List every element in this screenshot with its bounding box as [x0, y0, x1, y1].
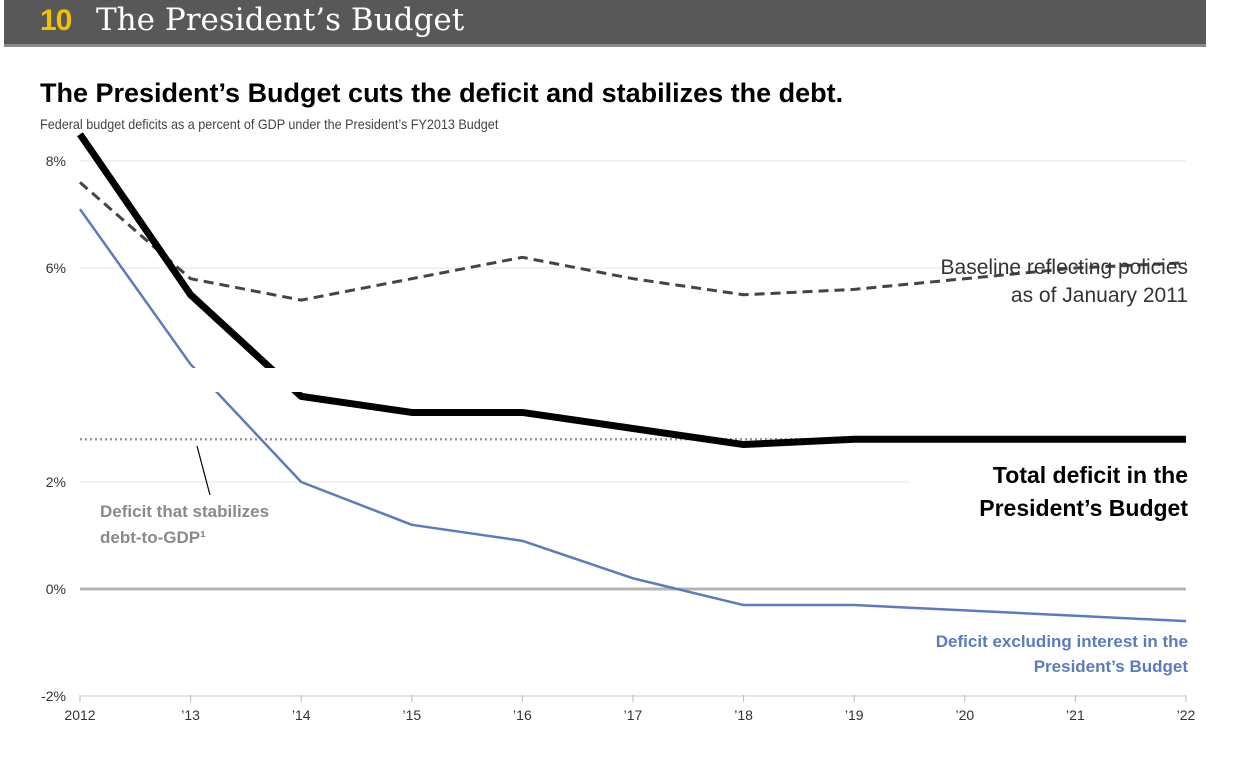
chart-subtitle: Federal budget deficits as a percent of … — [40, 116, 499, 132]
y-tick-label-3: 0% — [46, 581, 66, 597]
section-header-bar — [4, 0, 1206, 44]
section-number: 10 — [40, 4, 72, 37]
stabilize-label-line2: debt-to-GDP¹ — [100, 528, 206, 547]
section-header-rule — [4, 44, 1206, 47]
x-tick-label-0: 2012 — [64, 707, 95, 723]
label-mask — [148, 368, 380, 392]
excl-interest-label-line2: President’s Budget — [1034, 657, 1189, 676]
x-tick-label-3: ’15 — [402, 707, 421, 723]
x-tick-label-2: ’14 — [292, 707, 311, 723]
x-tick-label-4: ’16 — [513, 707, 532, 723]
chart-title: The President’s Budget cuts the deficit … — [40, 78, 844, 108]
total-label-line1: Total deficit in the — [993, 462, 1188, 488]
total-deficit-series-line — [77, 132, 1186, 449]
section-title: The President’s Budget — [96, 2, 465, 38]
y-tick-label-4: -2% — [41, 688, 66, 704]
x-tick-label-5: ’17 — [624, 707, 643, 723]
total-label-mask — [910, 458, 1195, 524]
x-tick-label-7: ’19 — [845, 707, 864, 723]
series-layer — [77, 132, 1187, 623]
x-tick-label-9: ’21 — [1066, 707, 1085, 723]
x-tick-label-1: ’13 — [181, 707, 200, 723]
y-tick-label-0: 8% — [46, 153, 66, 169]
x-tick-label-8: ’20 — [955, 707, 974, 723]
baseline-series-line — [79, 181, 1187, 302]
x-tick-label-6: ’18 — [734, 707, 753, 723]
y-tick-label-1: 6% — [46, 260, 66, 276]
baseline-label-line2: as of January 2011 — [1011, 284, 1188, 307]
baseline-label-line1: Baseline reflecting policies — [941, 256, 1188, 279]
axis-layer: 8% 6% 2% 0% -2% 2012 ’13 ’14 ’15 ’16 ’17 ’18 ’19 ’20 ’… — [41, 153, 1195, 723]
total-label-line2: President’s Budget — [979, 495, 1188, 521]
y-tick-label-2: 2% — [46, 474, 66, 490]
excl-interest-label-line1: Deficit excluding interest in the — [936, 632, 1188, 651]
x-tick-label-10: ’22 — [1177, 707, 1196, 723]
stabilize-label-line1: Deficit that stabilizes — [100, 502, 269, 521]
excl-interest-series-line — [78, 208, 1187, 623]
stabilize-callout-leader — [196, 445, 211, 496]
